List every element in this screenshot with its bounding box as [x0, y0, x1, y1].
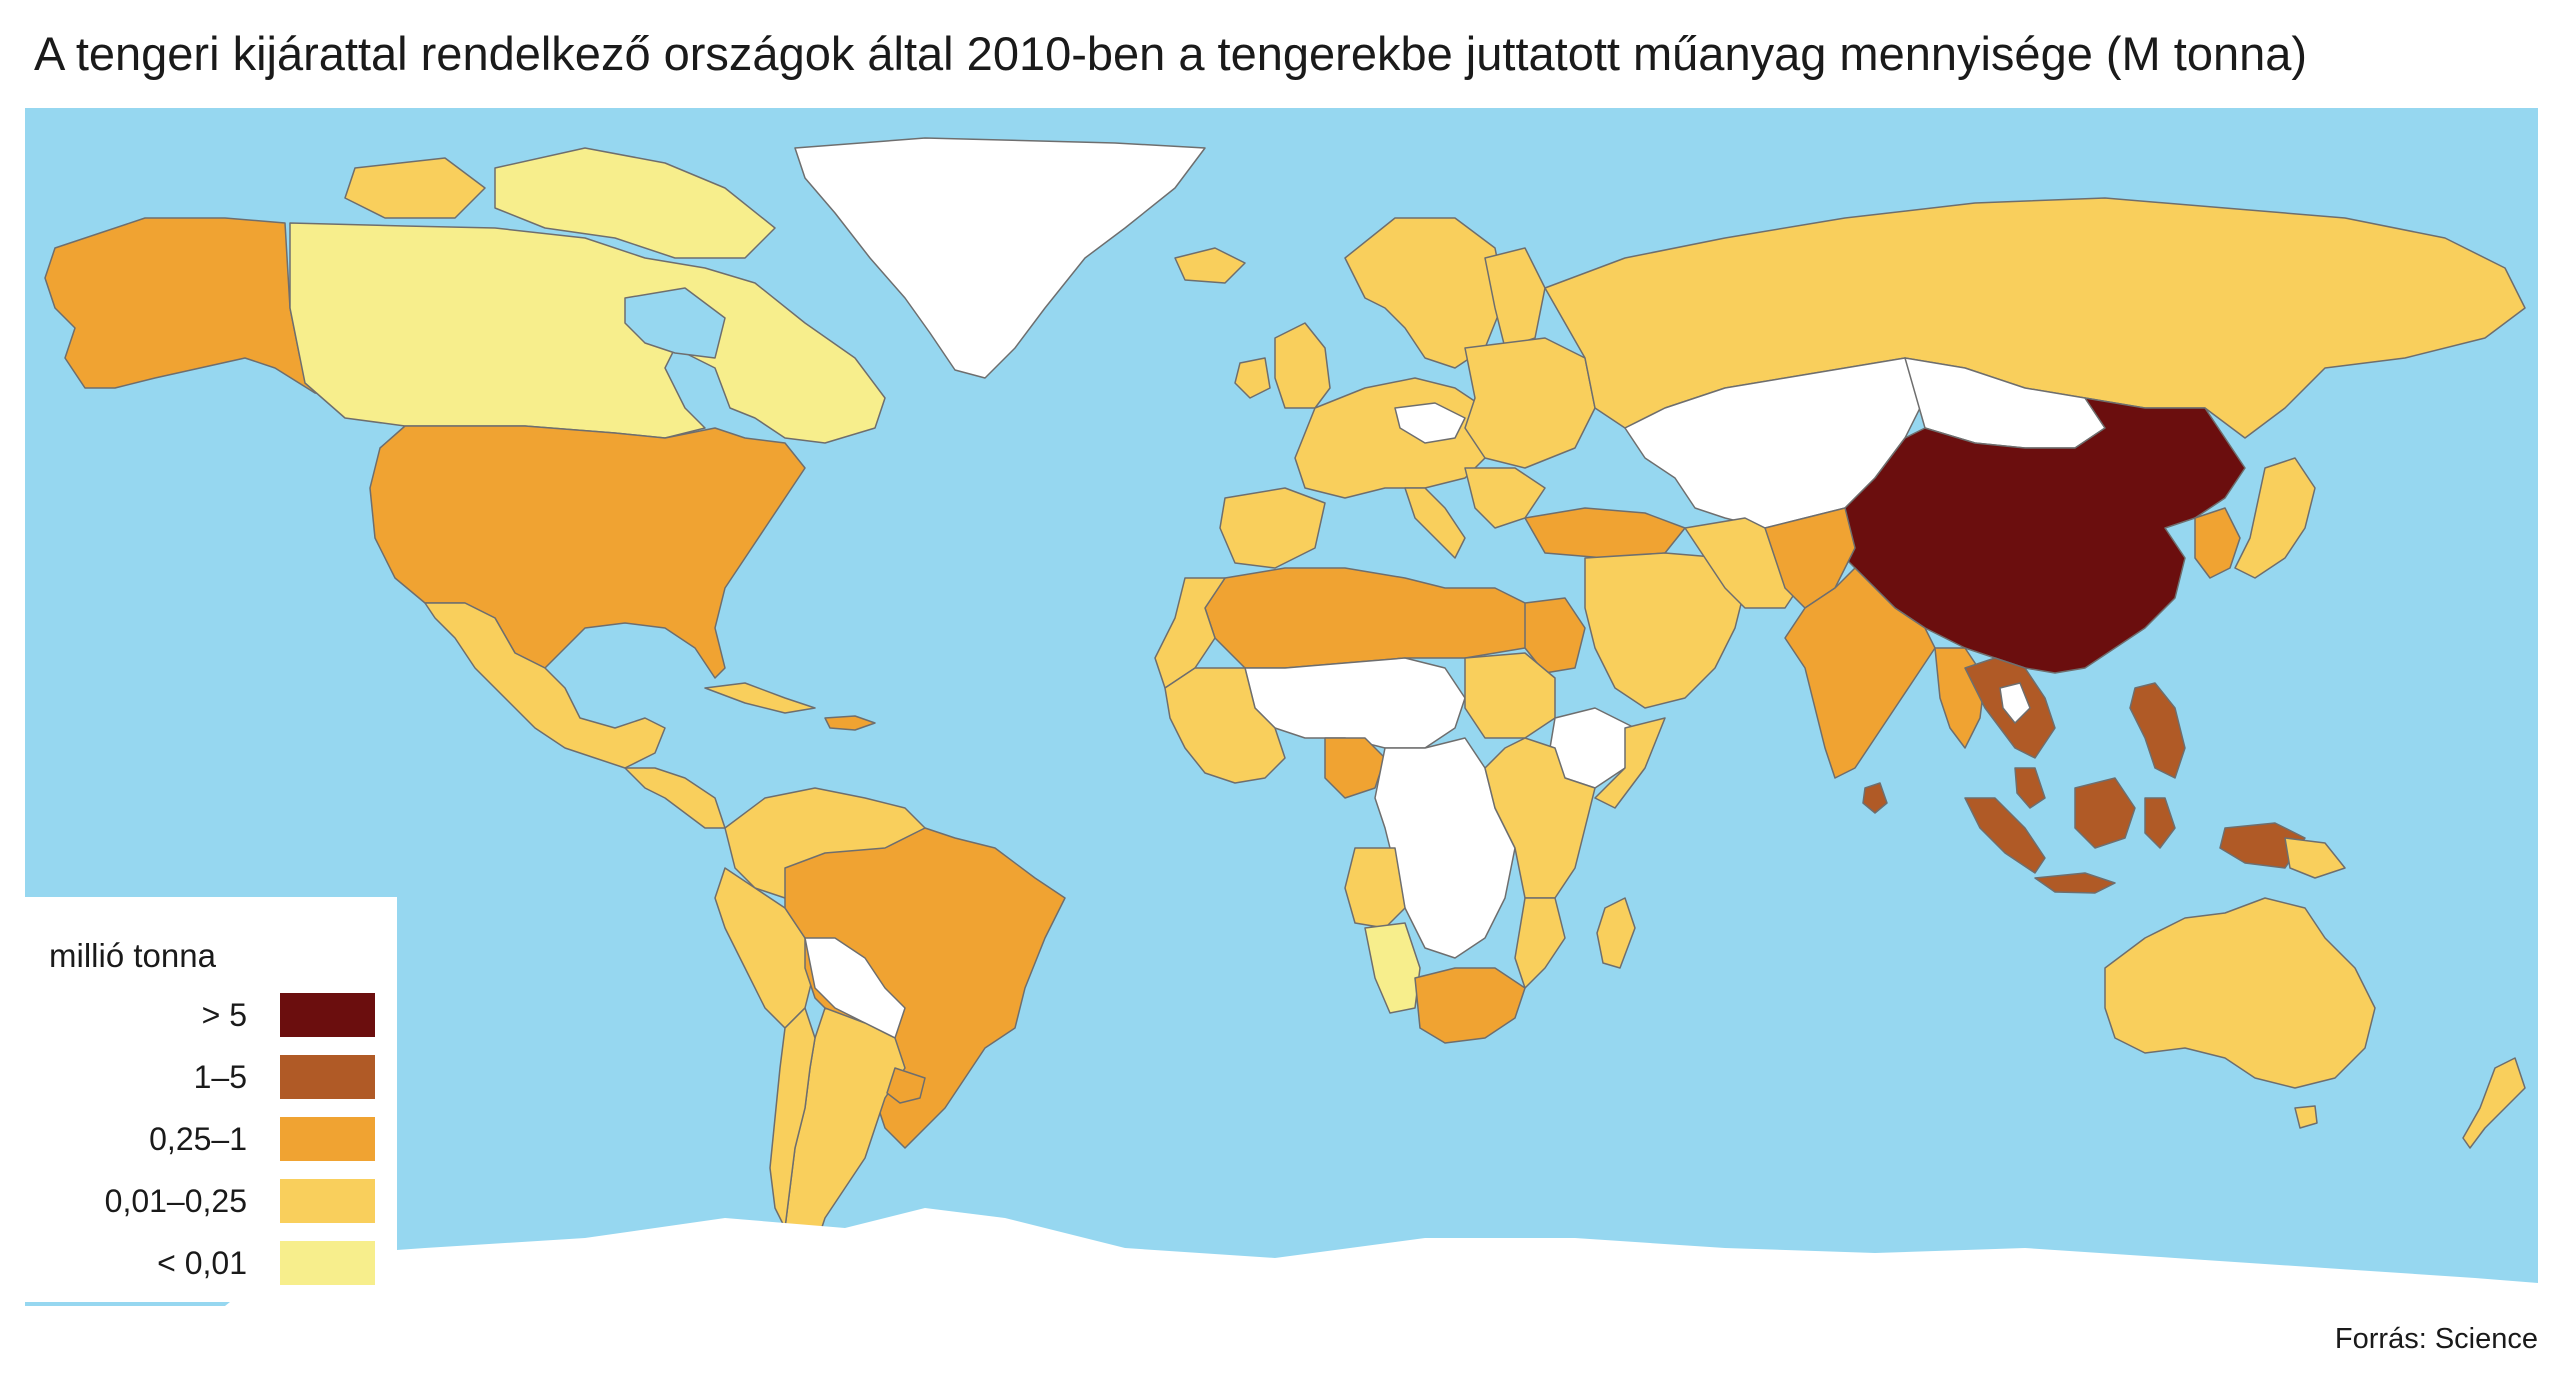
region-hudson-bay — [624, 287, 726, 359]
region-finland — [1484, 247, 1546, 349]
region-sulawesi — [2144, 797, 2176, 849]
region-canada-arctic — [494, 147, 776, 259]
region-korea — [2194, 507, 2241, 579]
region-turkey — [1524, 507, 1686, 559]
region-antarctica — [225, 1208, 2538, 1306]
region-philippines — [2129, 682, 2186, 779]
region-laos — [1999, 682, 2031, 724]
legend-swatch — [280, 1241, 375, 1285]
region-egypt — [1524, 597, 1586, 674]
region-uruguay — [886, 1067, 926, 1104]
region-bolivia — [804, 937, 906, 1039]
legend-label: > 5 — [201, 997, 247, 1033]
source-credit: Forrás: Science — [2334, 1323, 2538, 1355]
region-java — [2034, 872, 2116, 894]
region-hispaniola — [824, 715, 876, 731]
region-new-zealand — [2462, 1057, 2526, 1149]
region-sudan — [1464, 652, 1556, 739]
region-central-europe-nodata — [1394, 402, 1466, 444]
region-angola — [1344, 847, 1406, 929]
region-central-america — [624, 767, 726, 829]
legend-label: < 0,01 — [157, 1245, 247, 1281]
region-chile — [769, 1007, 816, 1229]
region-iberia — [1219, 487, 1326, 569]
region-papua — [2219, 822, 2306, 869]
legend-item: 0,25–1 — [25, 1117, 397, 1161]
region-central-africa-nodata — [1374, 737, 1516, 959]
region-nigeria — [1324, 737, 1386, 799]
region-alaska — [44, 217, 346, 399]
region-sri-lanka — [1862, 782, 1888, 814]
region-malaysia — [2014, 767, 2046, 809]
region-cuba — [704, 682, 816, 714]
region-sahel-nodata — [1244, 657, 1466, 749]
region-uk — [1274, 322, 1331, 409]
region-namibia — [1364, 922, 1421, 1014]
region-west-africa — [1164, 667, 1286, 784]
region-mexico — [424, 602, 666, 769]
legend-label: 0,25–1 — [149, 1121, 247, 1157]
map-title: A tengeri kijárattal rendelkező országok… — [34, 27, 2308, 80]
region-madagascar — [1596, 897, 1636, 969]
region-india — [1784, 567, 1936, 779]
region-somalia — [1594, 717, 1666, 809]
legend-item: > 5 — [25, 993, 397, 1037]
region-pakistan — [1764, 507, 1856, 609]
legend-swatch — [280, 993, 375, 1037]
region-borneo — [2074, 777, 2136, 849]
region-greenland — [794, 137, 1206, 379]
region-mozambique — [1514, 897, 1566, 989]
region-japan — [2234, 457, 2316, 579]
region-png — [2284, 837, 2346, 879]
region-usa — [369, 425, 806, 679]
region-italy — [1404, 487, 1466, 559]
region-brazil — [784, 827, 1066, 1149]
region-sumatra — [1964, 797, 2046, 874]
region-australia — [2104, 897, 2376, 1089]
legend-swatch — [280, 1179, 375, 1223]
legend-item: < 0,01 — [25, 1241, 397, 1285]
world-map — [25, 108, 2538, 1306]
region-ireland — [1234, 357, 1271, 399]
region-eastern-europe — [1464, 337, 1596, 469]
region-south-africa — [1414, 967, 1526, 1044]
legend: millió tonna > 5 1–5 0,25–1 0,01–0,25 < … — [25, 897, 397, 1302]
legend-label: 0,01–0,25 — [104, 1183, 247, 1219]
region-tasmania — [2294, 1105, 2318, 1129]
legend-label: 1–5 — [193, 1059, 247, 1095]
legend-swatch — [280, 1055, 375, 1099]
region-iceland — [1174, 247, 1246, 284]
legend-item: 0,01–0,25 — [25, 1179, 397, 1223]
legend-item: 1–5 — [25, 1055, 397, 1099]
legend-swatch — [280, 1117, 375, 1161]
legend-title: millió tonna — [49, 937, 216, 974]
region-canada-arctic-2 — [344, 157, 486, 219]
